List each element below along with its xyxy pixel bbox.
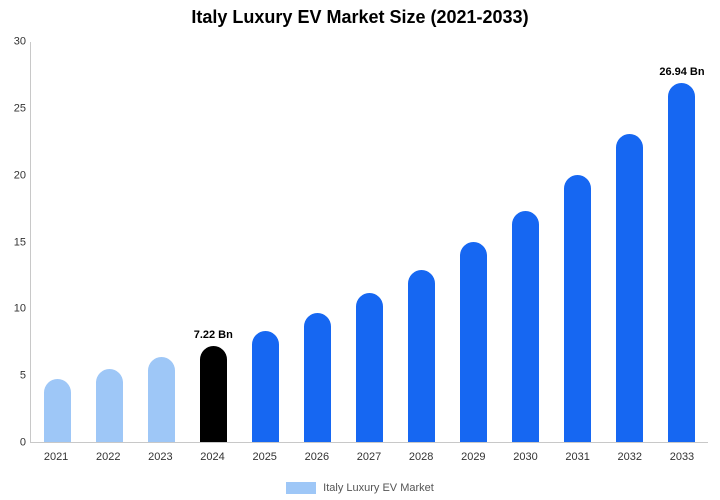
x-axis-label-2033: 2033 xyxy=(669,451,695,463)
y-tick-label-10: 10 xyxy=(13,302,26,315)
y-tick-label-5: 5 xyxy=(19,369,26,382)
bar-group-2028 xyxy=(396,42,448,442)
bar-value-label-2033: 26.94 Bn xyxy=(659,65,705,78)
legend: Italy Luxury EV Market xyxy=(0,482,720,494)
bar-group-2027 xyxy=(343,42,395,442)
x-axis-label-2024: 2024 xyxy=(200,451,225,463)
bar-group-2029 xyxy=(448,42,500,442)
bar-2024 xyxy=(199,345,227,442)
bar-group-2024: 7.22 Bn xyxy=(187,42,239,442)
bar-2023 xyxy=(147,356,175,442)
bar-group-2026 xyxy=(291,42,343,442)
x-axis-label-2021: 2021 xyxy=(43,451,69,463)
bar-group-2023 xyxy=(135,42,187,442)
plot-wrap: 7.22 Bn 26.94 Bn 0 5 10 15 20 25 30 xyxy=(14,36,708,448)
bar-group-2022 xyxy=(83,42,135,442)
y-tick-label-20: 20 xyxy=(13,169,26,182)
bar-2022 xyxy=(95,368,123,442)
x-axis-label-2029: 2029 xyxy=(461,451,486,463)
x-axis-label-2023: 2023 xyxy=(148,451,173,463)
x-axis-labels: 2021 2022 2023 2024 2025 2026 2027 2028 2029 2030… xyxy=(30,451,708,463)
x-axis-label-2025: 2025 xyxy=(252,451,277,463)
bar-2031 xyxy=(564,175,592,442)
bar-2026 xyxy=(303,312,331,442)
bar-group-2021 xyxy=(31,42,83,442)
bar-2029 xyxy=(460,242,488,442)
bar-2027 xyxy=(356,292,383,442)
y-tick-label-0: 0 xyxy=(19,436,26,449)
y-tick-label-25: 25 xyxy=(13,102,26,115)
bar-group-2031 xyxy=(552,42,604,442)
plot-area: 7.22 Bn 26.94 Bn xyxy=(30,42,708,443)
bar-group-2033: 26.94 Bn xyxy=(656,42,708,442)
bar-group-2025 xyxy=(239,42,291,442)
bar-2025 xyxy=(251,331,279,442)
bar-value-label-2024: 7.22 Bn xyxy=(193,328,233,341)
x-axis-label-2022: 2022 xyxy=(95,451,121,463)
x-axis-label-2027: 2027 xyxy=(356,451,382,463)
y-tick-label-30: 30 xyxy=(13,35,26,48)
bar-2021 xyxy=(43,379,71,442)
bar-group-2030 xyxy=(500,42,552,442)
x-axis-label-2028: 2028 xyxy=(408,451,434,463)
bar-group-2032 xyxy=(604,42,656,442)
bar-2033 xyxy=(668,82,696,442)
bar-2030 xyxy=(512,211,540,442)
bar-2028 xyxy=(408,270,436,442)
legend-swatch xyxy=(286,482,317,494)
x-axis-label-2032: 2032 xyxy=(617,451,643,463)
x-axis-label-2030: 2030 xyxy=(513,451,538,463)
bar-2032 xyxy=(616,134,644,442)
x-axis-label-2026: 2026 xyxy=(304,451,330,463)
x-axis-label-2031: 2031 xyxy=(565,451,590,463)
chart-title: Italy Luxury EV Market Size (2021-2033) xyxy=(191,7,529,27)
y-tick-label-15: 15 xyxy=(13,236,26,248)
legend-label: Italy Luxury EV Market xyxy=(323,482,434,494)
